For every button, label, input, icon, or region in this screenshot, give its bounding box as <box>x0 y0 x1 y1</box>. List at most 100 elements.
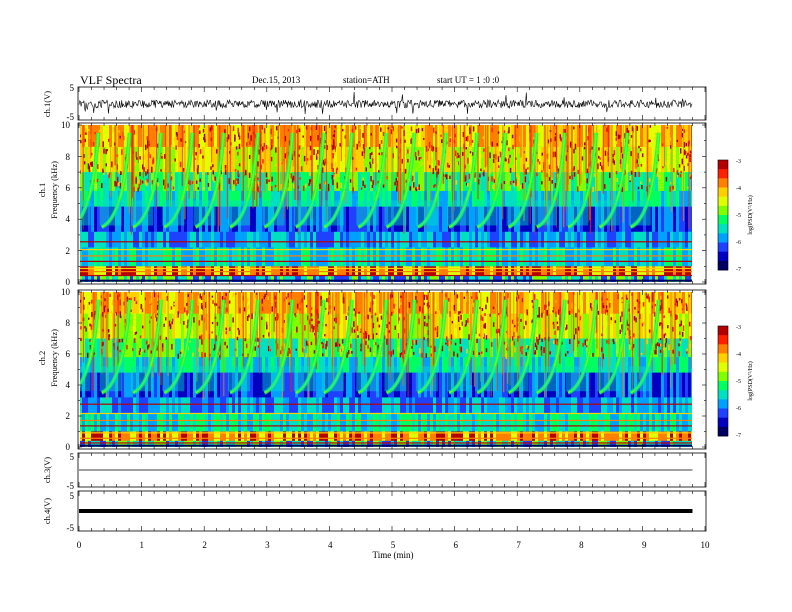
spectrogram-cell <box>80 292 83 314</box>
spectrogram-cell <box>436 338 440 358</box>
spectrogram-cell <box>472 125 476 148</box>
spectrogram-cell <box>376 231 380 248</box>
spectrogram-cell <box>478 440 482 447</box>
spectrogram-cell <box>391 431 395 442</box>
spectrogram-speckle <box>537 159 539 162</box>
spectrogram-cell <box>313 372 317 398</box>
spectrogram-speckle <box>249 141 251 145</box>
spectrogram-cell <box>394 397 398 414</box>
spectrogram-speckle <box>145 180 147 186</box>
spectrogram-cell <box>319 206 323 233</box>
spectrogram-cell <box>397 412 401 432</box>
spectrogram-speckle <box>678 164 681 168</box>
spectrogram-cell <box>640 313 644 339</box>
spectrogram-speckle <box>248 126 251 132</box>
spectrogram-cell <box>80 357 83 373</box>
spectrogram-cell <box>640 172 644 192</box>
spectrogram-cell <box>478 275 482 282</box>
spectrogram-speckle <box>570 169 572 172</box>
spectrogram-cell <box>178 146 182 173</box>
spectrogram-speckle <box>395 133 398 137</box>
spectrogram-cell <box>583 146 587 173</box>
spectrogram-cell <box>142 313 146 339</box>
spectrogram-cell <box>280 412 284 432</box>
spectrogram-cell <box>586 372 590 398</box>
spectrogram-speckle <box>203 133 206 139</box>
spectrogram-cell <box>301 313 305 339</box>
spectrogram-cell <box>313 231 317 248</box>
spectrogram-cell <box>559 190 563 207</box>
spectrogram-speckle <box>275 163 277 167</box>
spectrogram-cell <box>604 440 608 447</box>
spectrogram-cell <box>175 440 179 447</box>
spectrogram-speckle <box>270 136 273 140</box>
spectrogram-cell <box>655 190 659 207</box>
spectrogram-speckle <box>139 179 142 185</box>
spectrogram-cell <box>310 206 314 233</box>
sferic-streak <box>122 125 124 193</box>
spectrogram-cell <box>595 206 599 233</box>
spectrogram-cell <box>256 231 260 248</box>
spectrogram-cell <box>616 372 620 398</box>
spectrogram-cell <box>637 440 641 447</box>
spectrogram-cell <box>277 292 281 314</box>
spectrogram-speckle <box>448 165 450 168</box>
spectrogram-cell <box>208 190 212 207</box>
spectrogram-cell <box>358 338 362 358</box>
spectrogram-cell <box>499 125 503 148</box>
spectrogram-speckle <box>422 137 425 141</box>
spectrogram-cell <box>382 247 386 267</box>
spectrogram-cell <box>91 431 95 442</box>
spectrogram-cell <box>496 275 500 282</box>
spectrogram-cell <box>304 357 308 373</box>
spectrogram-cell <box>184 431 188 442</box>
spectrogram-speckle <box>586 168 589 174</box>
spectrogram-cell <box>220 206 224 233</box>
spectrogram-cell <box>322 190 326 207</box>
spectrogram-cell <box>613 146 617 173</box>
spectrogram-cell <box>664 231 668 248</box>
spectrogram-cell <box>532 412 536 432</box>
spectrogram-cell <box>619 397 623 414</box>
spectrogram-cell <box>436 372 440 398</box>
spectrogram-cell <box>349 397 353 414</box>
spectrogram-cell <box>403 275 407 282</box>
spectrogram-cell <box>559 397 563 414</box>
spectrogram-speckle <box>151 166 153 173</box>
spectrogram-cell <box>277 231 281 248</box>
spectrogram-cell <box>265 125 269 148</box>
spectrogram-cell <box>184 275 188 282</box>
spectrogram-cell <box>91 357 95 373</box>
sferic-streak <box>283 125 285 208</box>
spectrogram-cell <box>211 275 215 282</box>
spectrogram-speckle <box>640 181 642 185</box>
spectrogram-speckle <box>165 151 168 155</box>
spectrogram-cell <box>316 231 320 248</box>
spectrogram-cell <box>652 247 656 267</box>
spectrogram-cell <box>178 231 182 248</box>
spectrogram-cell <box>256 431 260 442</box>
spectrogram-cell <box>106 247 110 267</box>
spectrogram-cell <box>397 431 401 442</box>
spectrogram-speckle <box>415 128 418 134</box>
sferic-streak <box>556 125 557 228</box>
spectrogram-cell <box>160 190 164 207</box>
spectrogram-cell <box>625 431 629 442</box>
spectrogram-cell <box>583 431 587 442</box>
spectrogram-cell <box>346 206 350 233</box>
spectrogram-cell <box>217 231 221 248</box>
spectrogram-speckle <box>410 137 413 141</box>
spectrogram-cell <box>346 231 350 248</box>
sferic-streak <box>352 125 354 194</box>
spectrogram-cell <box>373 440 377 447</box>
spectrogram-speckle <box>136 157 138 160</box>
spectrogram-cell <box>124 357 128 373</box>
spectrogram-cell <box>418 412 422 432</box>
spectrogram-cell <box>211 338 215 358</box>
spectrogram-cell <box>187 440 191 447</box>
spectrogram-cell <box>385 231 389 248</box>
spectrogram-speckle <box>305 353 307 358</box>
spectrogram-speckle <box>446 340 449 347</box>
spectrogram-speckle <box>224 164 227 169</box>
spectrogram-cell <box>277 412 281 432</box>
